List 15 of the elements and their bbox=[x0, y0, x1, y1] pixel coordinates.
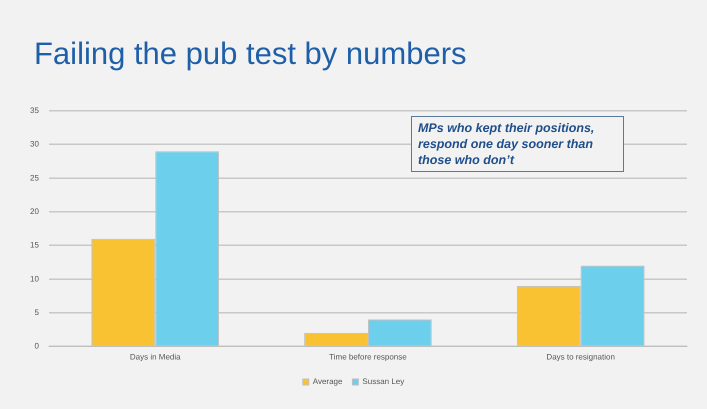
y-tick-label: 25 bbox=[30, 173, 40, 182]
legend-label: Sussan Ley bbox=[362, 377, 404, 386]
y-tick-label: 0 bbox=[34, 342, 40, 351]
y-tick-label: 10 bbox=[30, 274, 40, 284]
y-tick-label: 30 bbox=[30, 140, 40, 149]
y-tick-label: 20 bbox=[30, 206, 40, 216]
y-tick-label: 35 bbox=[30, 106, 40, 116]
legend-label: Average bbox=[312, 377, 343, 386]
x-tick-label: Days to resignation bbox=[546, 352, 615, 362]
annotation: MPs who kept their positions, respond one day sooner than those who don’t bbox=[411, 116, 624, 172]
chart-title: Failing the pub test by numbers bbox=[34, 36, 467, 72]
y-tick-label: 15 bbox=[30, 240, 40, 250]
x-tick-label: Days in Media bbox=[130, 352, 182, 362]
y-tick-label: 5 bbox=[34, 308, 40, 317]
x-tick-label: Time before response bbox=[329, 352, 408, 362]
